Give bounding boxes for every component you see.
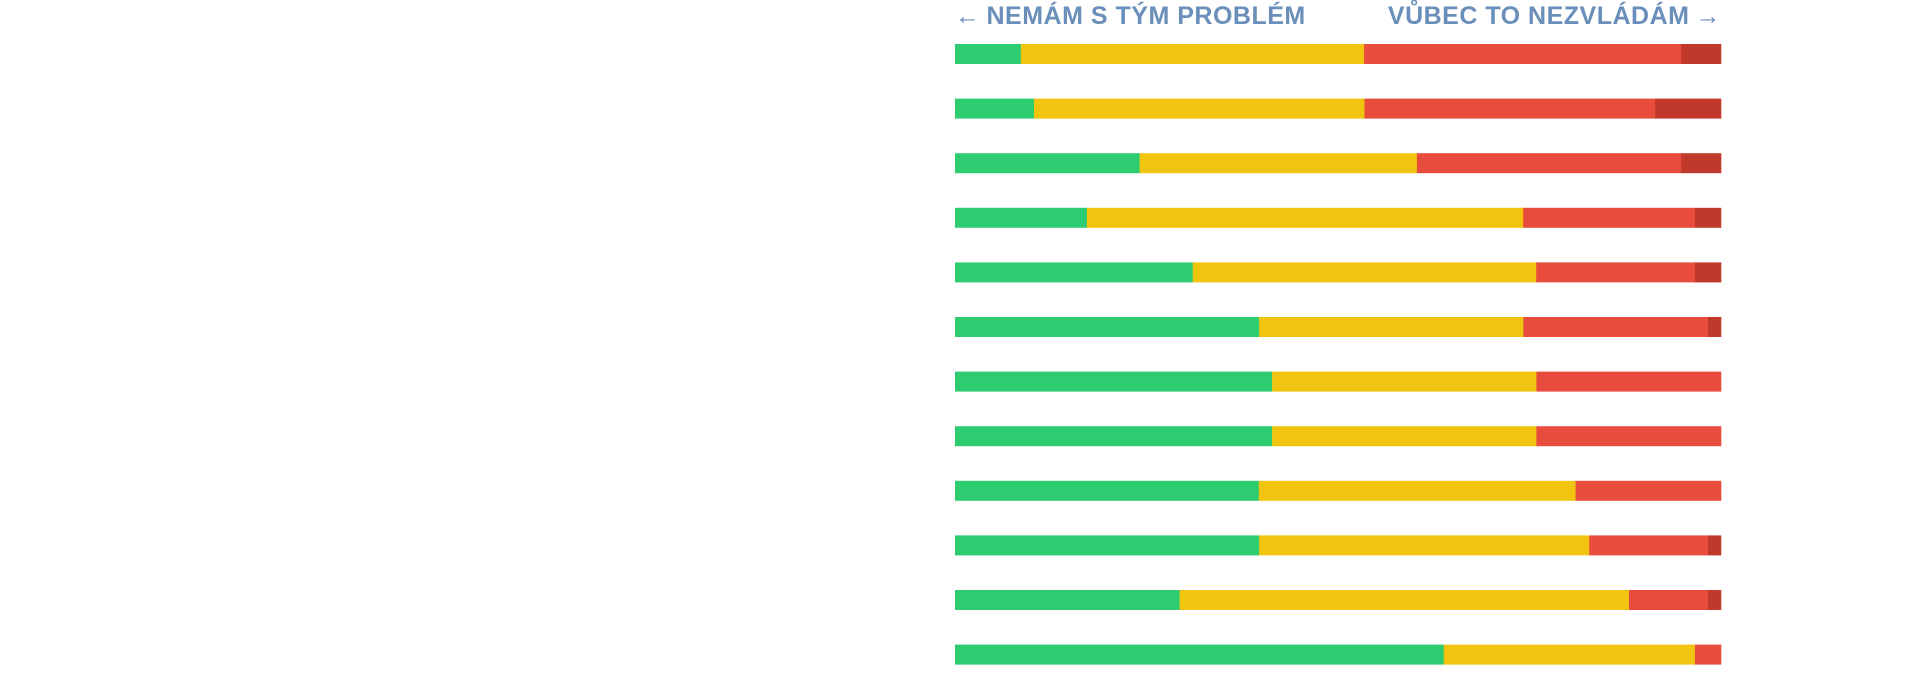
bar-row-6 [955,317,1722,337]
bar-row-7 [955,371,1722,392]
bars-group [955,44,1722,665]
bar-segment-some-problem [1086,207,1524,228]
bar-row-12 [955,644,1722,665]
bar-segment-no-problem [955,480,1260,501]
bar-row-3 [955,153,1722,174]
bar-row-10 [955,535,1722,556]
bar-segment-some-problem [1192,262,1537,283]
bar-segment-no-problem [955,44,1022,64]
bar-row-4 [955,207,1722,228]
bar-segment-some-problem [1272,426,1537,447]
bar-segment-big-problem [1536,426,1722,447]
bar-row-11 [955,590,1722,610]
bar-row-1 [955,44,1722,64]
bar-row-5 [955,262,1722,283]
bar-segment-cannot-manage [1694,262,1722,283]
bar-segment-big-problem [1523,317,1709,337]
bar-segment-big-problem [1628,590,1709,610]
bar-segment-cannot-manage [1707,590,1722,610]
bar-segment-big-problem [1575,480,1722,501]
bar-segment-no-problem [955,371,1273,392]
bar-segment-big-problem [1364,44,1682,64]
bar-segment-big-problem [1589,535,1709,556]
bar-segment-no-problem [955,590,1180,610]
bar-segment-no-problem [955,426,1273,447]
axis-label-right: VŮBEC TO NEZVLÁDÁM → [1388,0,1721,30]
bar-segment-some-problem [1179,590,1630,610]
bar-segment-cannot-manage [1707,317,1722,337]
bar-segment-no-problem [955,644,1445,665]
bar-segment-big-problem [1523,207,1696,228]
bar-segment-big-problem [1536,371,1722,392]
bar-segment-some-problem [1259,317,1524,337]
bar-row-8 [955,426,1722,447]
bar-segment-some-problem [1139,153,1418,174]
bar-row-2 [955,98,1722,119]
bar-segment-no-problem [955,317,1260,337]
bar-segment-cannot-manage [1694,207,1722,228]
bar-segment-no-problem [955,207,1088,228]
bar-segment-big-problem [1364,98,1656,119]
bar-segment-no-problem [955,535,1260,556]
bar-segment-no-problem [955,98,1035,119]
bar-segment-some-problem [1259,535,1590,556]
bar-segment-big-problem [1694,644,1722,665]
bar-segment-no-problem [955,262,1193,283]
bar-segment-some-problem [1033,98,1365,119]
bar-segment-some-problem [1020,44,1365,64]
bar-segment-cannot-manage [1681,153,1722,174]
bar-segment-cannot-manage [1655,98,1722,119]
axis-label-left: ← NEMÁM S TÝM PROBLÉM [955,0,1306,30]
bar-row-9 [955,480,1722,501]
bar-segment-some-problem [1258,480,1576,501]
bar-segment-big-problem [1536,262,1696,283]
bar-segment-some-problem [1272,371,1537,392]
bar-segment-cannot-manage [1681,44,1722,64]
bar-segment-no-problem [955,153,1140,174]
bar-segment-big-problem [1416,153,1682,174]
bar-segment-cannot-manage [1707,535,1722,556]
bar-segment-some-problem [1443,644,1696,665]
